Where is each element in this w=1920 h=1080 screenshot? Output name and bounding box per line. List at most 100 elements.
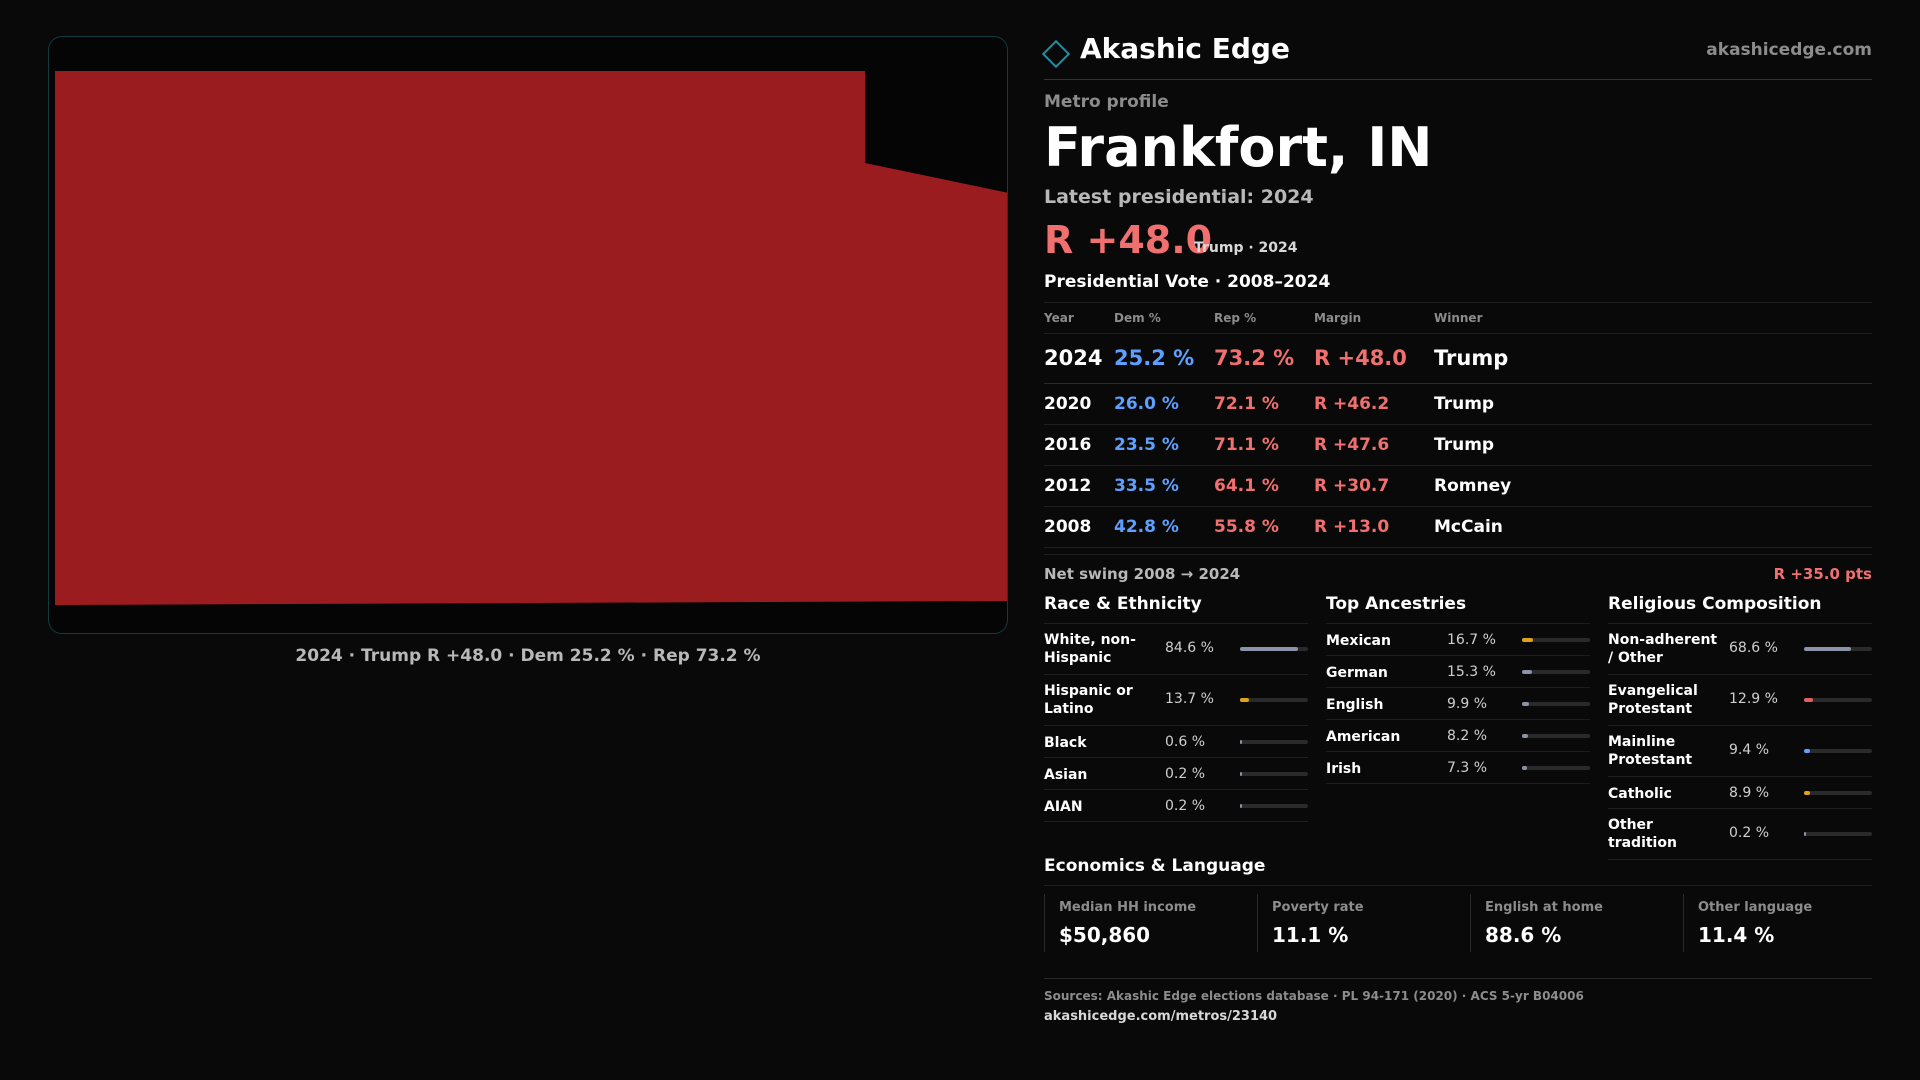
margin-cell: R +48.0 [1314, 333, 1434, 384]
stat-value: 8.2 % [1447, 727, 1488, 744]
stat-row: Asian 0.2 % [1044, 758, 1308, 790]
stat-label: English [1326, 696, 1384, 713]
share-bar [1522, 669, 1590, 674]
metro-url-link[interactable]: akashicedge.com/metros/23140 [1044, 1008, 1278, 1024]
section-title: Race & Ethnicity [1044, 594, 1308, 624]
sources-footer: Sources: Akashic Edge elections database… [1044, 977, 1872, 1024]
stat-row: AIAN 0.2 % [1044, 790, 1308, 822]
stat-label: Other tradition [1608, 816, 1677, 851]
religion-section: Religious Composition Non-adherent / Oth… [1608, 594, 1872, 860]
share-bar-fill [1240, 647, 1298, 651]
share-bar [1522, 765, 1590, 770]
stat-value: 13.7 % [1165, 690, 1214, 707]
demographics-columns: Race & Ethnicity White, non-Hispanic 84.6… [1044, 594, 1872, 860]
stat-label: AIAN [1044, 798, 1083, 815]
year-cell: 2020 [1044, 383, 1114, 425]
share-bar [1240, 803, 1308, 808]
stat-label: Mexican [1326, 632, 1391, 649]
year-cell: 2012 [1044, 465, 1114, 507]
dem-cell: 26.0 % [1114, 383, 1214, 425]
stat-label: German [1326, 664, 1388, 681]
latest-margin-value: R +48.0 [1044, 218, 1213, 262]
share-bar-fill [1240, 771, 1242, 776]
stat-value: 9.9 % [1447, 695, 1488, 712]
share-bar [1804, 647, 1872, 651]
profile-kicker: Metro profile [1044, 92, 1169, 112]
brand-url-link[interactable]: akashicedge.com [1706, 40, 1872, 60]
stat-value: 12.9 % [1729, 690, 1778, 707]
section-title: Religious Composition [1608, 594, 1872, 624]
stat-label: Black [1044, 734, 1087, 751]
share-bar [1240, 739, 1308, 744]
stat-label: Asian [1044, 766, 1088, 783]
stat-value: 0.2 % [1165, 797, 1206, 814]
stat-card: Other language 11.4 % [1683, 893, 1883, 952]
winner-cell: Trump [1434, 424, 1872, 466]
stat-label: Poverty rate [1272, 899, 1364, 915]
stat-value: 68.6 % [1729, 639, 1778, 656]
rep-cell: 55.8 % [1214, 506, 1314, 548]
col-year: Year [1044, 303, 1114, 334]
table-row: 2024 25.2 % 73.2 % R +48.0 Trump [1044, 333, 1872, 384]
stat-row: Mainline Protestant 9.4 % [1608, 726, 1872, 777]
winner-cell: Romney [1434, 465, 1872, 507]
stat-row: Catholic 8.9 % [1608, 777, 1872, 809]
stat-value: 88.6 % [1485, 922, 1562, 947]
share-bar-fill [1522, 733, 1528, 738]
share-bar-fill [1804, 790, 1811, 795]
share-bar [1804, 749, 1872, 753]
stat-label: Irish [1326, 760, 1362, 777]
map-caption: 2024 · Trump R +48.0 · Dem 25.2 % · Rep … [295, 646, 761, 666]
table-row: 2008 42.8 % 55.8 % R +13.0 McCain [1044, 506, 1872, 548]
stat-value: 0.2 % [1729, 824, 1770, 841]
metro-profile-panel: Akashic Edge akashicedge.com Metro profi… [1041, 28, 1872, 1024]
vote-table-title: Presidential Vote · 2008–2024 [1044, 272, 1872, 303]
share-bar-fill [1804, 698, 1813, 702]
stat-label: White, non-Hispanic [1044, 631, 1136, 666]
share-bar [1240, 698, 1308, 702]
table-row: 2012 33.5 % 64.1 % R +30.7 Romney [1044, 465, 1872, 507]
metro-map-svg [55, 71, 1008, 605]
vote-table: Year Dem % Rep % Margin Winner 2024 25.2… [1044, 303, 1872, 548]
stat-value: $50,860 [1059, 922, 1151, 947]
stat-row: Irish 7.3 % [1326, 752, 1590, 784]
stat-row: German 15.3 % [1326, 656, 1590, 688]
stat-value: 15.3 % [1447, 663, 1496, 680]
share-bar [1522, 733, 1590, 738]
metro-boundary-shape[interactable] [55, 71, 1008, 605]
net-swing-row: Net swing 2008 → 2024 R +35.0 pts [1044, 553, 1872, 588]
margin-cell: R +30.7 [1314, 465, 1434, 507]
share-bar-fill [1804, 832, 1806, 836]
winner-cell: McCain [1434, 506, 1872, 548]
economics-title: Economics & Language [1044, 856, 1872, 886]
share-bar-fill [1522, 701, 1529, 706]
stat-row: White, non-Hispanic 84.6 % [1044, 624, 1308, 675]
vote-table-header: Year Dem % Rep % Margin Winner [1044, 303, 1872, 334]
share-bar-fill [1240, 698, 1250, 702]
stat-value: 16.7 % [1447, 631, 1496, 648]
margin-cell: R +13.0 [1314, 506, 1434, 548]
economics-row: Median HH income $50,860 Poverty rate 11… [1044, 893, 1872, 964]
col-rep: Rep % [1214, 303, 1314, 334]
latest-margin-note: Trump · 2024 [1194, 240, 1298, 256]
metro-map[interactable] [48, 36, 1008, 634]
year-cell: 2024 [1044, 333, 1114, 384]
col-dem: Dem % [1114, 303, 1214, 334]
share-bar [1240, 771, 1308, 776]
stat-label: Hispanic or Latino [1044, 682, 1133, 717]
share-bar-fill [1804, 647, 1851, 651]
share-bar [1804, 832, 1872, 836]
stat-label: Other language [1698, 899, 1813, 915]
race-ethnicity-section: Race & Ethnicity White, non-Hispanic 84.6… [1044, 594, 1308, 822]
table-row: 2020 26.0 % 72.1 % R +46.2 Trump [1044, 383, 1872, 425]
stat-value: 84.6 % [1165, 639, 1214, 656]
stat-value: 7.3 % [1447, 759, 1488, 776]
margin-cell: R +47.6 [1314, 424, 1434, 466]
col-margin: Margin [1314, 303, 1434, 334]
share-bar-fill [1240, 739, 1242, 744]
year-cell: 2016 [1044, 424, 1114, 466]
stat-card: Median HH income $50,860 [1044, 893, 1244, 952]
brand-name[interactable]: Akashic Edge [1080, 32, 1290, 65]
net-swing-label: Net swing 2008 → 2024 [1044, 564, 1241, 583]
share-bar [1804, 790, 1872, 795]
